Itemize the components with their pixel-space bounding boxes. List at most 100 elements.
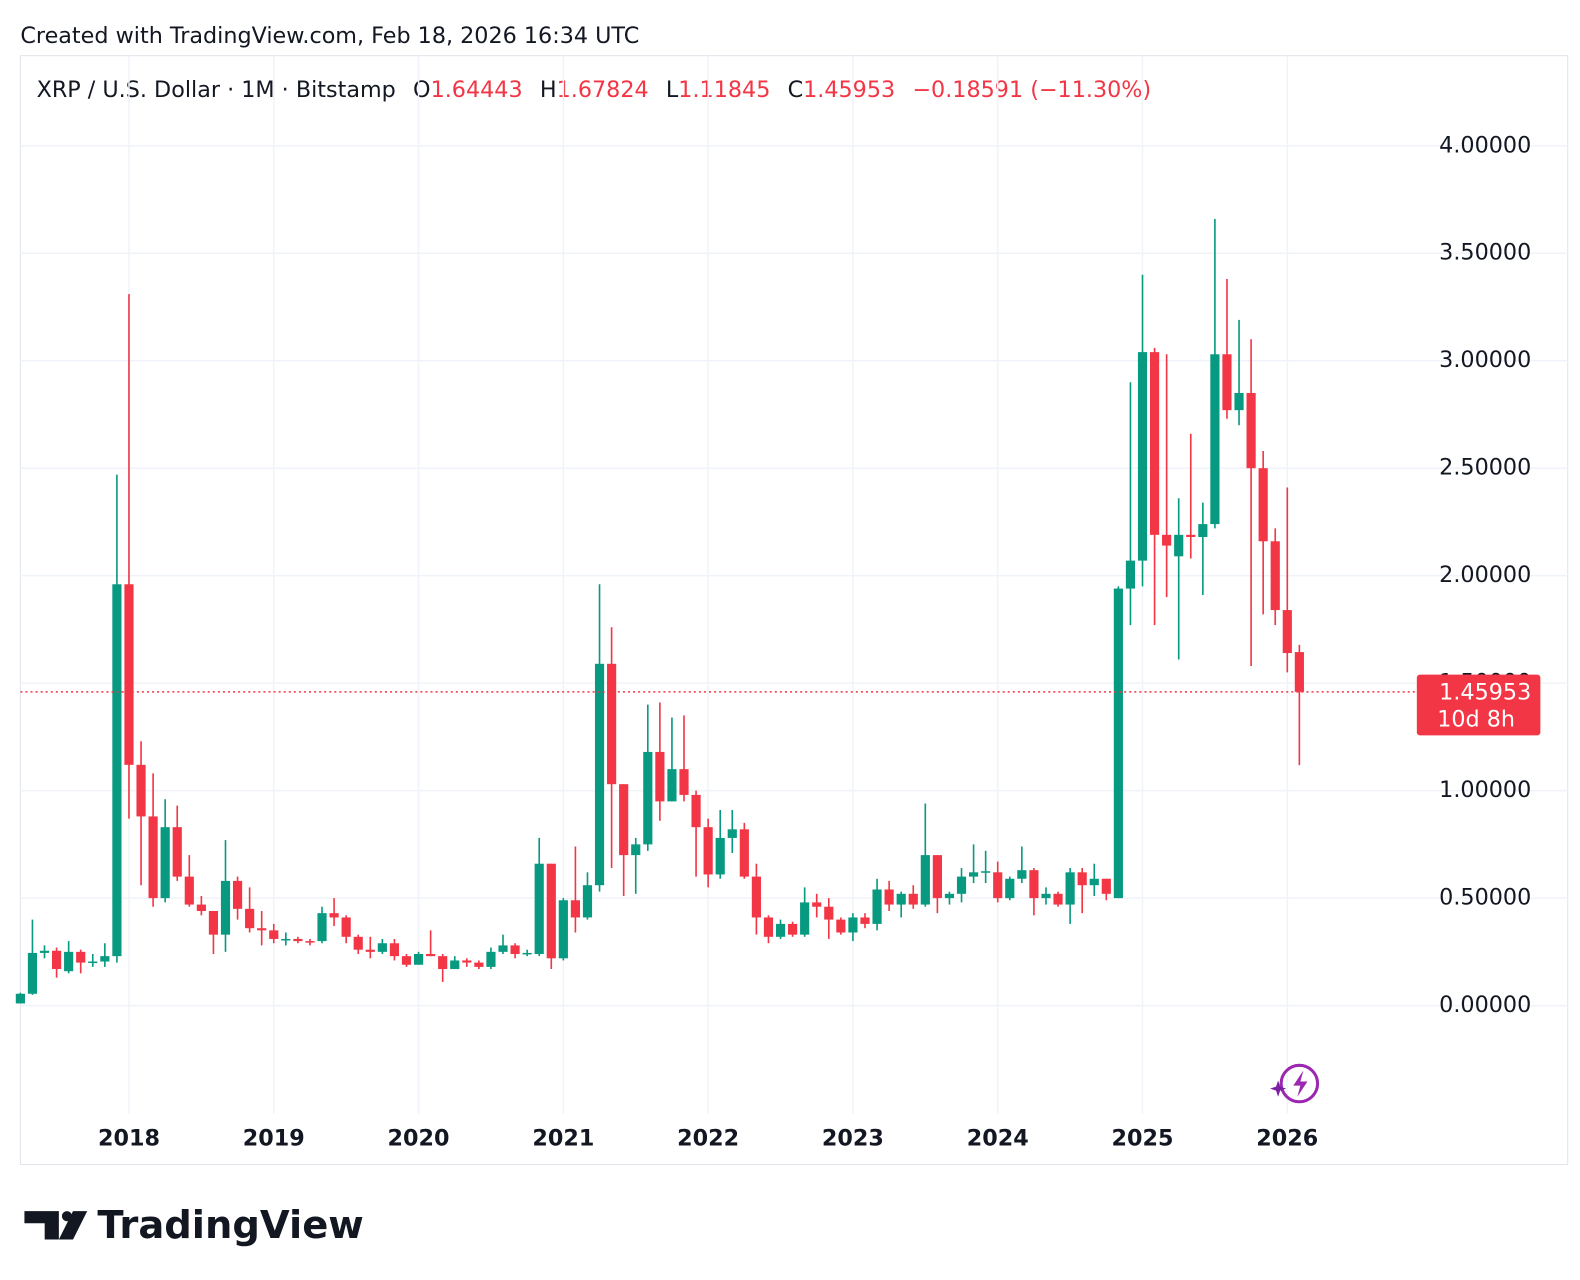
candle-body (1162, 534, 1172, 546)
candle-body (727, 829, 737, 838)
candle-body (582, 885, 593, 918)
candle-body (643, 751, 653, 845)
y-tick-label: 0.50000 (1439, 885, 1531, 911)
candle-body (317, 913, 327, 942)
candle-body (751, 876, 761, 918)
caption: Created with TradingView.com, Feb 18, 20… (20, 23, 639, 49)
ohlc-value: 1.45953 (803, 77, 895, 103)
candle-body (920, 855, 930, 905)
candle-body (631, 844, 641, 856)
candle-body (1282, 610, 1292, 654)
candle-body (558, 900, 568, 959)
candle-body (1186, 534, 1196, 537)
candle-body (389, 943, 400, 957)
ohlc-label: O (413, 77, 431, 103)
candle-body (64, 951, 74, 972)
candle-body (232, 880, 243, 909)
logo-shape (24, 1211, 59, 1240)
candle-body (1077, 872, 1087, 886)
candle-body (184, 876, 194, 905)
candle-body (981, 871, 991, 873)
candle-body (775, 923, 786, 937)
candle-body (944, 893, 955, 899)
header: XRP / U.S. Dollar · 1M · Bitstamp O1.644… (37, 77, 1152, 103)
chart-title: XRP / U.S. Dollar · 1M · Bitstamp (37, 77, 396, 103)
candle-body (655, 751, 665, 802)
candle-body (800, 902, 810, 935)
candle-body (788, 923, 798, 935)
y-tick-label: 0.00000 (1439, 992, 1531, 1018)
candle-body (1258, 468, 1268, 542)
candle-body (498, 945, 508, 952)
candle-body (39, 950, 50, 953)
price-tag-countdown: 10d 8h (1437, 707, 1515, 733)
y-tick-label: 2.00000 (1439, 562, 1531, 588)
candle-body (27, 952, 38, 994)
candle-body (220, 880, 231, 935)
grid (20, 55, 1568, 1114)
candle-body (570, 900, 580, 918)
candle-body (1137, 352, 1148, 561)
x-tick-label: 2020 (388, 1126, 450, 1152)
candle-body (474, 962, 484, 967)
x-tick-label: 2019 (243, 1126, 305, 1152)
candle-body (1149, 352, 1160, 535)
candle-body (1174, 534, 1184, 557)
candle-body (594, 663, 605, 886)
candle-body (715, 837, 725, 875)
candle-body (293, 938, 303, 942)
ohlc-label: H (540, 77, 557, 103)
candle-body (1005, 878, 1015, 899)
candle-body (1294, 652, 1304, 692)
candle-body (607, 663, 617, 785)
candle-body (100, 956, 110, 962)
candle-body (1053, 893, 1063, 905)
candle-body (196, 904, 206, 912)
candle-body (1198, 524, 1208, 537)
candle-body (1234, 392, 1244, 411)
icon-bolt[interactable] (1293, 1070, 1308, 1097)
candle-body (860, 917, 870, 924)
y-tick-label: 4.00000 (1439, 132, 1531, 158)
candle-body (812, 902, 822, 907)
candle-body (956, 876, 967, 894)
candle-body (546, 863, 556, 959)
candle-body (739, 829, 749, 877)
x-tick-label: 2025 (1112, 1126, 1174, 1152)
candle-body (1065, 872, 1075, 905)
candle-body (257, 928, 267, 931)
candle-body (884, 889, 894, 905)
y-tick-label: 3.50000 (1439, 240, 1531, 266)
candle-body (377, 943, 387, 952)
candle-body (667, 769, 677, 802)
x-tick-label: 2024 (967, 1126, 1029, 1152)
candle-body (1246, 392, 1256, 469)
x-tick-label: 2023 (822, 1126, 884, 1152)
candle-body (88, 961, 98, 964)
candle-body (1029, 870, 1039, 899)
chart-frame (19, 55, 1569, 1166)
candle-body (486, 951, 496, 967)
icon-ring[interactable] (1279, 1063, 1320, 1104)
candle-body (522, 952, 532, 955)
candle-body (51, 950, 62, 970)
candle-body (450, 960, 460, 970)
candle-body (462, 960, 472, 963)
candle-body (112, 584, 122, 957)
candle-body (969, 872, 979, 877)
x-tick-label: 2018 (98, 1126, 160, 1152)
icon-spark[interactable] (1270, 1080, 1287, 1097)
y-tick-label: 1.00000 (1439, 777, 1531, 803)
ohlc-value: 1.64443 (431, 77, 523, 103)
assistant-icon[interactable] (1270, 1063, 1320, 1104)
candle-body (679, 769, 689, 795)
candle-body (269, 930, 279, 939)
candle-body (1101, 878, 1111, 894)
candle-body (848, 917, 858, 933)
candle-body (510, 945, 520, 954)
candle-body (1222, 354, 1232, 411)
candle-body (329, 913, 339, 918)
candle-body (281, 938, 291, 941)
price-tag-value: 1.45953 (1439, 679, 1531, 705)
